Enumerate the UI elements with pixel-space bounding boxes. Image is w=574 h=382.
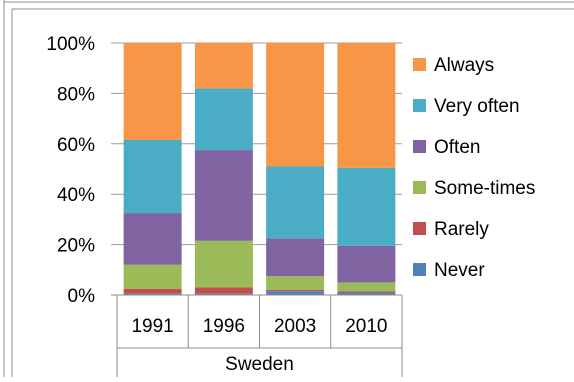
x-group-label: Sweden bbox=[225, 354, 294, 375]
legend-swatch bbox=[413, 99, 426, 112]
legend-swatch bbox=[413, 58, 426, 71]
y-axis: 0% 20% 40% 60% 80% 100% bbox=[46, 34, 95, 307]
bar-segment-some-times bbox=[123, 264, 182, 289]
bar-segment-very-often bbox=[266, 166, 325, 239]
bar-segment-rarely bbox=[194, 287, 253, 294]
legend-swatch bbox=[413, 181, 426, 194]
y-tick-label: 40% bbox=[57, 185, 95, 206]
bar-segment-often bbox=[194, 150, 253, 241]
bar-segment-some-times bbox=[266, 276, 325, 290]
y-tick-label: 100% bbox=[46, 34, 95, 55]
legend-swatch bbox=[413, 222, 426, 235]
y-tick-label: 80% bbox=[57, 84, 95, 105]
legend-label: Always bbox=[434, 55, 494, 76]
bar-segment-very-often bbox=[337, 167, 396, 246]
legend-label: Some-times bbox=[434, 178, 535, 199]
bar-segment-always bbox=[266, 43, 325, 167]
x-tick-label: 2010 bbox=[345, 316, 387, 337]
bar-segment-rarely bbox=[123, 288, 182, 294]
bar-segment-often bbox=[123, 213, 182, 265]
legend-label: Rarely bbox=[434, 219, 489, 240]
bar-segment-never bbox=[194, 293, 253, 295]
chart-frame bbox=[3, 0, 574, 377]
x-axis: 1991 1996 2003 2010 Sweden bbox=[111, 294, 403, 377]
bar-segment-very-often bbox=[123, 140, 182, 214]
legend-swatch bbox=[413, 263, 426, 276]
legend-label: Never bbox=[434, 260, 485, 281]
legend-swatch bbox=[413, 140, 426, 153]
bars bbox=[123, 43, 396, 295]
y-tick-label: 20% bbox=[57, 236, 95, 257]
bar-segment-often bbox=[337, 245, 396, 283]
bar-segment-always bbox=[123, 43, 182, 141]
bar-segment-very-often bbox=[194, 88, 253, 151]
x-tick-label: 1991 bbox=[131, 316, 173, 337]
bar-segment-never bbox=[337, 292, 396, 295]
bar-segment-always bbox=[337, 43, 396, 168]
bar-segment-some-times bbox=[194, 240, 253, 288]
bar-segment-often bbox=[266, 238, 325, 277]
bar-segment-always bbox=[194, 43, 253, 89]
y-tick-label: 0% bbox=[68, 286, 96, 307]
legend: Always Very often Often Some-times Rarely Nev… bbox=[413, 55, 535, 281]
legend-label: Often bbox=[434, 137, 480, 158]
legend-label: Very often bbox=[434, 96, 520, 117]
y-tick-label: 60% bbox=[57, 135, 95, 156]
x-tick-label: 1996 bbox=[203, 316, 245, 337]
bar-segment-rarely bbox=[337, 291, 396, 293]
bar-segment-some-times bbox=[337, 282, 396, 292]
bar-segment-never bbox=[123, 293, 182, 295]
bar-segment-rarely bbox=[266, 289, 325, 292]
x-tick-label: 2003 bbox=[274, 316, 316, 337]
bar-segment-never bbox=[266, 291, 325, 295]
